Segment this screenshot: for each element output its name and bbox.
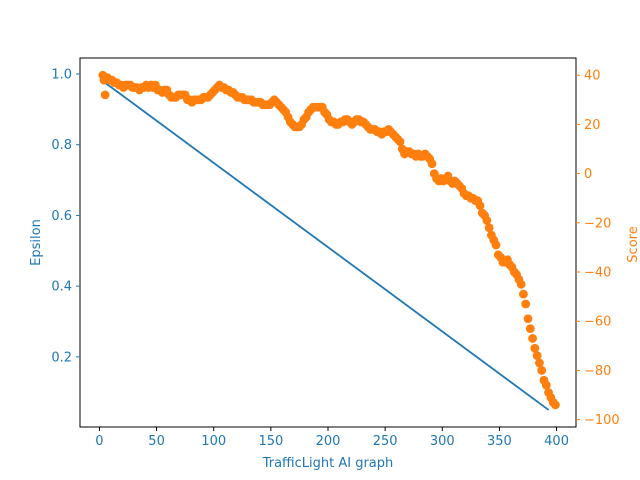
- y-right-tick-label: −20: [584, 216, 611, 231]
- y-left-tick-label: 0.6: [51, 209, 72, 224]
- score-point: [519, 289, 528, 299]
- score-point: [427, 159, 437, 169]
- epsilon-line: [102, 80, 550, 411]
- score-point: [537, 366, 547, 375]
- score-point: [491, 240, 501, 250]
- x-tick-label: 400: [544, 434, 569, 449]
- score-point: [541, 380, 551, 390]
- score-point: [530, 343, 540, 353]
- score-point: [551, 400, 560, 410]
- x-axis-label: TrafficLight AI graph: [262, 456, 394, 471]
- y-left-tick-label: 0.2: [51, 350, 72, 365]
- score-point: [525, 324, 535, 333]
- score-point: [395, 137, 405, 147]
- y-axis-right-label: Score: [626, 226, 640, 262]
- y-left-tick-label: 0.8: [51, 138, 72, 153]
- score-point: [516, 279, 526, 289]
- x-tick-label: 300: [430, 434, 455, 449]
- plot-area: [98, 70, 560, 411]
- x-tick-label: 200: [316, 434, 341, 449]
- y-right-tick-label: 40: [584, 69, 601, 84]
- y-right-tick-label: −60: [584, 315, 611, 330]
- score-point: [482, 215, 492, 225]
- y-right-tick-label: −80: [584, 364, 611, 379]
- score-point: [523, 314, 533, 324]
- x-tick-label: 0: [95, 434, 103, 449]
- y-left-tick-label: 0.4: [51, 280, 72, 295]
- y-left-tick-label: 1.0: [51, 68, 72, 83]
- score-point: [475, 201, 485, 211]
- score-point: [100, 90, 110, 100]
- y-right-tick-label: 20: [584, 118, 601, 133]
- x-tick-label: 100: [201, 434, 226, 449]
- axes: TrafficLight AI graph Epsilon Score 0 50 1…: [29, 57, 640, 471]
- score-point: [528, 334, 537, 343]
- x-tick-label: 250: [373, 434, 398, 449]
- score-point: [532, 351, 542, 361]
- score-point: [521, 299, 531, 309]
- score-point: [535, 358, 544, 368]
- x-tick-label: 50: [148, 434, 165, 449]
- y-right-tick-label: −40: [584, 266, 611, 281]
- y-right-tick-label: −100: [584, 413, 620, 428]
- x-tick-label: 350: [487, 434, 512, 449]
- y-right-tick-label: 0: [584, 167, 592, 182]
- score-scatter-series: [98, 70, 560, 410]
- score-point: [484, 223, 494, 233]
- y-axis-left-label: Epsilon: [29, 219, 44, 266]
- x-tick-label: 150: [258, 434, 283, 449]
